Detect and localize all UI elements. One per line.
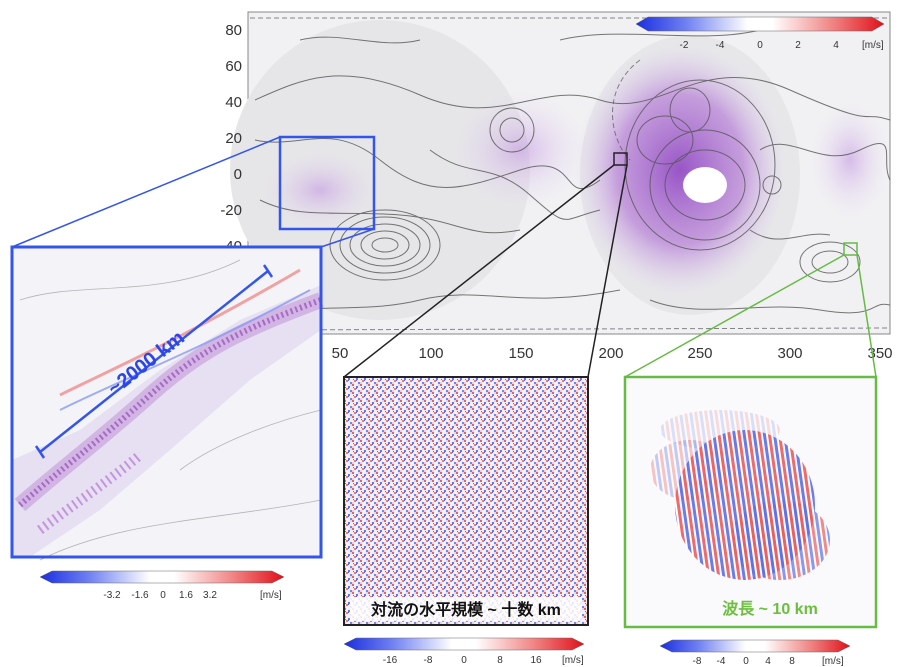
middle-inset-noise-field	[344, 377, 588, 625]
main-colorbar-gradient	[635, 16, 885, 32]
colorbar-tick: -4	[716, 40, 725, 51]
main-colorbar: -2 -4 0 2 4 [m/s]	[635, 16, 885, 51]
colorbar-tick: 2	[795, 40, 801, 51]
x-tick-label: 300	[777, 345, 802, 362]
main-map: 80 60 40 20 0 -20 -4 0 50 100 150 200 250…	[220, 11, 893, 362]
night-hemisphere-shade	[230, 20, 530, 320]
colorbar-tick: 0	[757, 40, 763, 51]
left-colorbar: -3.2 -1.6 0 1.6 3.2 [m/s]	[39, 570, 285, 601]
middle-inset-frame	[343, 376, 589, 626]
colorbar-unit: [m/s]	[260, 590, 282, 601]
left-inset-convection-band	[14, 268, 324, 535]
middle-colorbar: -16 -8 0 8 16 [m/s]	[343, 637, 585, 666]
x-tick-label: 250	[687, 345, 712, 362]
right-inset-frame	[623, 375, 878, 629]
colorbar-tick: 8	[497, 655, 503, 666]
colorbar-tick: 3.2	[203, 590, 217, 601]
colorbar-tick: -2	[680, 40, 689, 51]
colorbar-tick: 4	[833, 40, 839, 51]
left-inset-frame	[10, 245, 323, 559]
colorbar-tick: 0	[461, 655, 467, 666]
white-core	[683, 167, 727, 203]
colorbar-tick: 16	[530, 655, 542, 666]
connector-lines	[11, 136, 877, 378]
x-tick-label: 100	[418, 345, 443, 362]
colorbar-tick: 4	[765, 656, 771, 667]
zoom-box-middle	[613, 152, 628, 166]
scale-arrow	[39, 270, 269, 453]
middle-inset: 対流の水平規模 ~ 十数 km -16 -8 0 8 16 [m/s]	[343, 376, 589, 666]
right-colorbar: -8 -4 0 4 8 [m/s]	[659, 639, 851, 667]
contour-lines	[249, 29, 891, 321]
y-tick-label: 60	[225, 58, 242, 75]
colorbar-tick: -16	[383, 655, 398, 666]
colorbar-unit: [m/s]	[562, 655, 584, 666]
x-tick-label: 50	[332, 345, 349, 362]
x-tick-label: 150	[508, 345, 533, 362]
colorbar-tick: 0	[160, 590, 166, 601]
zoom-box-left	[278, 135, 376, 231]
colorbar-tick: -8	[693, 656, 702, 667]
y-tick-label: -20	[220, 202, 242, 219]
colorbar-unit: [m/s]	[822, 656, 844, 667]
right-inset: 波長 ~ 10 km -8 -4 0 4 8 [m/s]	[623, 375, 878, 667]
right-colorbar-gradient	[659, 639, 851, 653]
colorbar-tick: 0	[743, 656, 749, 667]
colorbar-tick: -8	[424, 655, 433, 666]
left-colorbar-gradient	[39, 570, 285, 584]
right-inset-caption: 波長 ~ 10 km	[722, 599, 818, 618]
y-tick-label: 20	[225, 130, 242, 147]
colorbar-tick: 1.6	[179, 590, 193, 601]
left-inset: ~2000 km -3.2 -1.6 0 1.6 3.2 [m/s]	[10, 245, 324, 601]
colorbar-unit: [m/s]	[862, 40, 884, 51]
colorbar-tick: -3.2	[103, 590, 121, 601]
middle-colorbar-gradient	[343, 637, 585, 651]
x-tick-label: 200	[598, 345, 623, 362]
colorbar-tick: -4	[717, 656, 726, 667]
colorbar-tick: 8	[789, 656, 795, 667]
middle-inset-caption: 対流の水平規模 ~ 十数 km	[370, 600, 561, 619]
y-tick-label: 40	[225, 94, 242, 111]
zoom-box-right	[843, 242, 858, 256]
y-tick-label: 0	[234, 166, 242, 183]
y-tick-label: 80	[225, 22, 242, 39]
colorbar-tick: -1.6	[131, 590, 149, 601]
